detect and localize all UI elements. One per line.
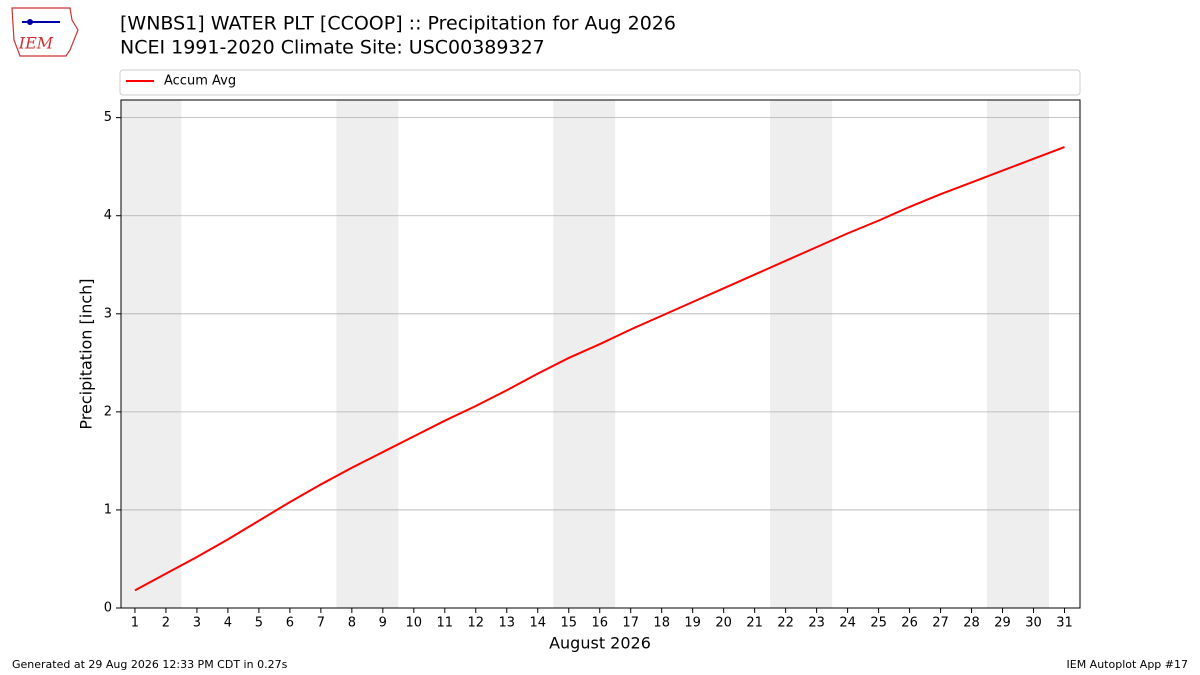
x-tick-label: 21: [746, 616, 763, 631]
x-tick-label: 22: [777, 616, 794, 631]
x-tick-label: 27: [932, 616, 949, 631]
chart-title: [WNBS1] WATER PLT [CCOOP] :: Precipitati…: [120, 13, 676, 35]
y-tick-label: 0: [104, 601, 112, 616]
x-tick-label: 14: [529, 616, 546, 631]
x-tick-label: 23: [808, 616, 825, 631]
footer-left: Generated at 29 Aug 2026 12:33 PM CDT in…: [12, 658, 288, 671]
weekend-band: [336, 100, 399, 608]
logo: IEM: [11, 7, 79, 57]
x-tick-label: 11: [437, 616, 454, 631]
x-tick-label: 24: [839, 616, 856, 631]
data-line: [134, 146, 1065, 592]
x-tick-label: 9: [379, 616, 387, 631]
legend-box: [119, 69, 1081, 96]
x-tick-label: 29: [994, 616, 1011, 631]
logo-icon: [27, 19, 33, 25]
x-tick-label: 3: [193, 616, 201, 631]
x-tick-label: 7: [317, 616, 325, 631]
x-tick-label: 17: [622, 616, 639, 631]
x-axis-label: August 2026: [549, 634, 651, 653]
x-tick-label: 20: [715, 616, 732, 631]
x-tick-label: 31: [1056, 616, 1073, 631]
x-tick-label: 12: [468, 616, 485, 631]
weekend-band: [121, 100, 182, 608]
y-tick-label: 2: [104, 404, 112, 419]
x-tick-label: 15: [560, 616, 577, 631]
logo-text: IEM: [18, 34, 54, 53]
weekend-band: [987, 100, 1050, 608]
x-tick-label: 26: [901, 616, 918, 631]
y-tick-label: 4: [104, 208, 112, 223]
chart-subtitle: NCEI 1991-2020 Climate Site: USC00389327: [120, 37, 545, 59]
x-tick-label: 4: [224, 616, 232, 631]
x-tick-label: 28: [963, 616, 980, 631]
x-tick-label: 5: [255, 616, 263, 631]
logo-outline: [11, 7, 79, 57]
x-tick-label: 10: [406, 616, 423, 631]
x-tick-label: 16: [591, 616, 608, 631]
x-tick-label: 18: [653, 616, 670, 631]
legend-label: Accum Avg: [164, 74, 236, 89]
x-tick-label: 30: [1025, 616, 1042, 631]
y-tick-label: 3: [104, 306, 112, 321]
x-tick-label: 8: [348, 616, 356, 631]
y-tick-label: 5: [104, 110, 112, 125]
x-tick-label: 25: [870, 616, 887, 631]
weekend-band: [553, 100, 616, 608]
y-axis-label: Precipitation [inch]: [77, 278, 96, 429]
x-tick-label: 19: [684, 616, 701, 631]
x-tick-label: 6: [286, 616, 294, 631]
x-tick-label: 2: [162, 616, 170, 631]
x-tick-label: 1: [131, 616, 139, 631]
y-tick-label: 1: [104, 502, 112, 517]
footer-right: IEM Autoplot App #17: [1067, 658, 1189, 671]
plot-frame: [120, 99, 1081, 609]
x-tick-label: 13: [498, 616, 515, 631]
weekend-band: [770, 100, 833, 608]
